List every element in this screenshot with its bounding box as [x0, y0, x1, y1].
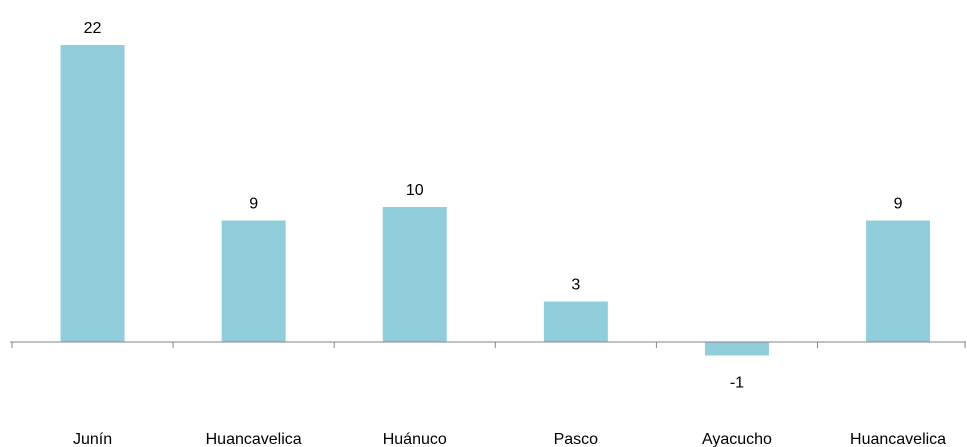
bars-layer	[60, 45, 931, 356]
data-label-0: 22	[84, 20, 102, 37]
category-label-2: Huánuco	[383, 431, 447, 447]
data-label-1: 9	[249, 196, 258, 213]
bar-4	[704, 342, 769, 356]
category-label-4: Ayacucho	[702, 431, 772, 447]
bar-0	[60, 45, 125, 342]
category-label-3: Pasco	[554, 431, 599, 447]
category-label-1: Huancavelica	[206, 431, 302, 447]
x-axis	[10, 341, 966, 348]
data-labels-layer: 22 9 10 3 -1 9	[84, 20, 903, 392]
bar-5	[866, 220, 931, 342]
data-label-4: -1	[730, 375, 744, 392]
bar-3	[543, 301, 608, 342]
data-label-3: 3	[571, 277, 580, 294]
data-label-5: 9	[894, 196, 903, 213]
category-label-0: Junín	[73, 431, 112, 447]
data-label-2: 10	[406, 182, 424, 199]
bar-2	[382, 207, 447, 342]
category-labels-layer: Junín Huancavelica Huánuco Pasco Ayacucho Hua…	[73, 431, 946, 447]
category-label-5: Huancavelica	[850, 431, 946, 447]
bar-1	[221, 220, 286, 342]
